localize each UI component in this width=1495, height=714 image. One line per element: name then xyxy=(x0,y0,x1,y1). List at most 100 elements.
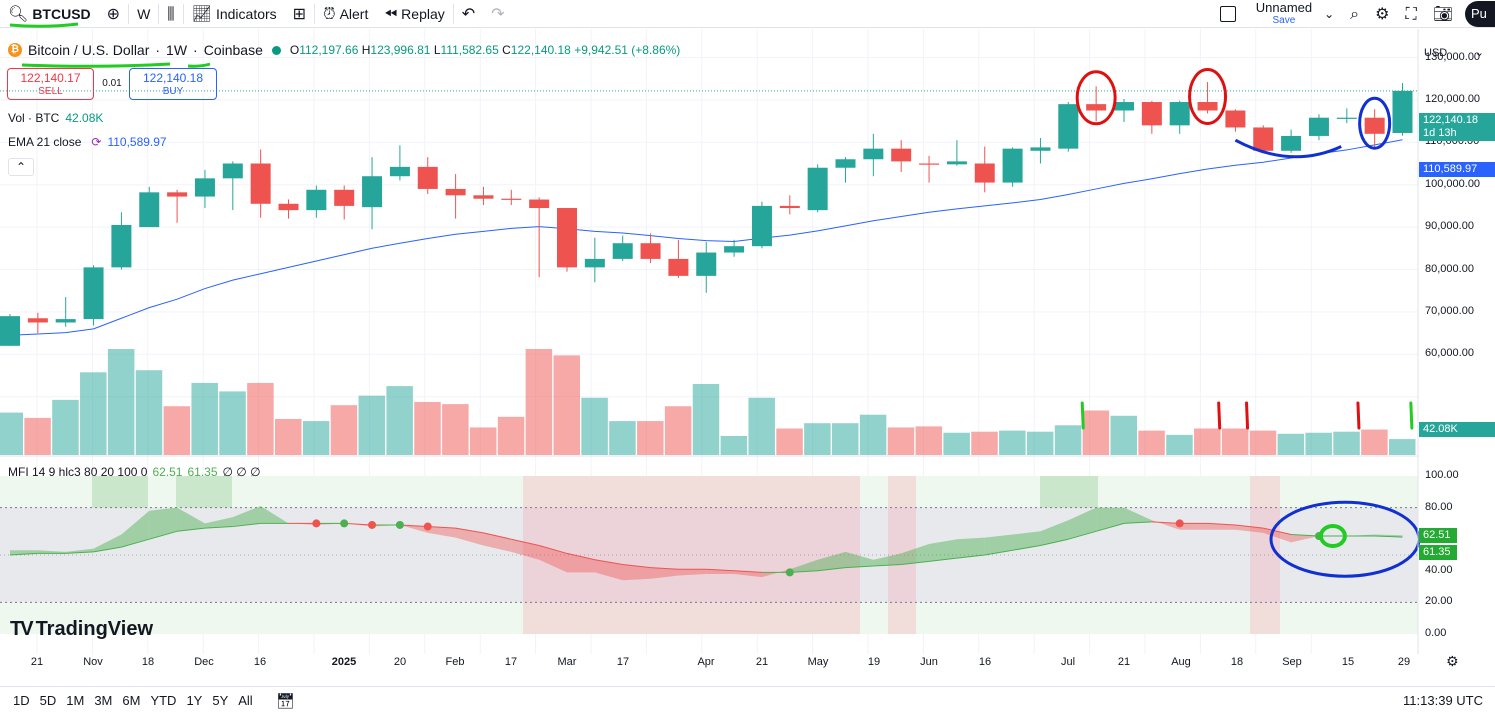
candle[interactable] xyxy=(334,185,355,220)
redo-button[interactable]: ↷ xyxy=(483,0,512,28)
time-tick: Sep xyxy=(1282,656,1302,668)
divider xyxy=(452,3,454,24)
candle[interactable] xyxy=(473,186,494,206)
clock[interactable]: 11:13:39 UTC xyxy=(1403,693,1483,708)
mfi-legend[interactable]: MFI 14 9 hlc3 80 20 100 0 62.51 61.35 ∅ … xyxy=(8,465,261,479)
snapshot-button[interactable]: 📷︎ xyxy=(1425,0,1461,28)
candle[interactable] xyxy=(751,201,772,249)
candle[interactable] xyxy=(445,174,466,219)
alert-button[interactable]: ⏰︎ Alert xyxy=(315,0,376,28)
interval-button[interactable]: W xyxy=(129,0,158,28)
chart-canvas[interactable] xyxy=(0,29,1495,654)
layout-button[interactable]: Unnamed Save ⌄ xyxy=(1212,0,1342,28)
tradingview-logo[interactable]: TV TradingView xyxy=(10,618,153,641)
divider xyxy=(314,3,316,24)
quick-search-button[interactable]: ⌕ xyxy=(1342,0,1367,28)
candle[interactable] xyxy=(1253,125,1274,153)
candle[interactable] xyxy=(1225,109,1246,132)
candle[interactable] xyxy=(83,265,104,326)
sell-button[interactable]: 122,140.17 SELL xyxy=(7,68,94,100)
mfi-signal-line xyxy=(1123,521,1152,524)
candle[interactable] xyxy=(362,157,383,230)
candle[interactable] xyxy=(139,186,160,228)
mfi-fill-segment xyxy=(232,506,261,527)
range-button[interactable]: 5D xyxy=(39,693,57,708)
candle[interactable] xyxy=(1308,114,1329,141)
candle[interactable] xyxy=(584,237,605,283)
candle[interactable] xyxy=(863,133,884,177)
candle[interactable] xyxy=(835,157,856,183)
candle[interactable] xyxy=(1030,138,1051,164)
price-tick: 60,000.00 xyxy=(1425,347,1474,360)
candle[interactable] xyxy=(1002,147,1023,187)
range-button[interactable]: 6M xyxy=(122,693,141,708)
candle-body xyxy=(362,176,383,208)
candle[interactable] xyxy=(1336,108,1357,124)
chart-type-button[interactable]: ⫼ xyxy=(159,0,182,28)
candle[interactable] xyxy=(417,157,438,195)
replay-button[interactable]: ⏪︎ Replay xyxy=(376,0,452,28)
candle-body xyxy=(863,148,884,160)
candle[interactable] xyxy=(306,185,327,218)
candle[interactable] xyxy=(1281,129,1302,153)
ema-legend[interactable]: EMA 21 close ⟳ 110,589.97 xyxy=(8,135,167,149)
candle[interactable] xyxy=(529,197,550,278)
candle[interactable] xyxy=(194,169,215,209)
currency-selector[interactable]: USD ⌄ xyxy=(1420,44,1488,64)
candle[interactable] xyxy=(501,189,522,206)
candle[interactable] xyxy=(612,235,633,262)
symbol-search[interactable]: 🔍︎ BTCUSD xyxy=(0,0,99,28)
templates-button[interactable]: ⊞ xyxy=(285,0,314,28)
compare-button[interactable]: ⊕ xyxy=(99,0,128,28)
candle[interactable] xyxy=(222,161,243,211)
candle[interactable] xyxy=(640,233,661,264)
candle[interactable] xyxy=(779,195,800,215)
collapse-legend-button[interactable]: ⌃ xyxy=(8,158,34,176)
candle[interactable] xyxy=(1364,109,1385,148)
candle[interactable] xyxy=(55,297,76,327)
range-button[interactable]: All xyxy=(238,693,253,708)
candle[interactable] xyxy=(696,241,717,293)
range-button[interactable]: 1M xyxy=(66,693,85,708)
candle[interactable] xyxy=(1086,86,1107,122)
candle[interactable] xyxy=(557,208,577,272)
candle[interactable] xyxy=(974,146,995,193)
volume-legend[interactable]: Vol · BTC 42.08K xyxy=(8,111,103,125)
range-button[interactable]: 1Y xyxy=(186,693,203,708)
volume-bar xyxy=(1082,410,1110,455)
candle[interactable] xyxy=(724,239,745,257)
candle[interactable] xyxy=(0,314,20,346)
candle[interactable] xyxy=(167,189,188,223)
candle[interactable] xyxy=(1058,102,1079,152)
range-button[interactable]: 3M xyxy=(94,693,113,708)
buy-button[interactable]: 122,140.18 BUY xyxy=(129,68,217,100)
candle[interactable] xyxy=(111,212,132,270)
candle[interactable] xyxy=(668,239,689,278)
symbol-name: BTCUSD xyxy=(32,5,91,22)
symbol-title[interactable]: Bitcoin / U.S. Dollar xyxy=(28,42,150,58)
candle[interactable] xyxy=(250,149,271,218)
candle[interactable] xyxy=(1197,82,1218,114)
range-button[interactable]: YTD xyxy=(150,693,177,708)
price-tick: 70,000.00 xyxy=(1425,304,1474,317)
candle[interactable] xyxy=(919,155,940,183)
publish-button[interactable]: Pu xyxy=(1465,0,1495,27)
candle[interactable] xyxy=(1169,100,1190,134)
indicators-button[interactable]: 📈︎ Indicators xyxy=(184,0,285,28)
axis-settings-icon[interactable]: ⚙ xyxy=(1446,654,1459,670)
undo-button[interactable]: ↶ xyxy=(454,0,483,28)
candle[interactable] xyxy=(1392,82,1413,136)
candle[interactable] xyxy=(1141,100,1162,134)
candle[interactable] xyxy=(891,140,912,172)
range-button[interactable]: 5Y xyxy=(212,693,229,708)
date-range-icon[interactable]: 📅︎ xyxy=(275,691,295,710)
settings-button[interactable]: ⚙ xyxy=(1367,0,1397,28)
candle[interactable] xyxy=(389,145,410,181)
range-button[interactable]: 1D xyxy=(13,693,30,708)
candle[interactable] xyxy=(27,312,48,334)
fullscreen-button[interactable]: ⛶ xyxy=(1397,0,1424,28)
candle[interactable] xyxy=(807,164,828,213)
candle[interactable] xyxy=(278,199,299,219)
candle[interactable] xyxy=(946,140,967,166)
candle[interactable] xyxy=(1114,99,1134,122)
